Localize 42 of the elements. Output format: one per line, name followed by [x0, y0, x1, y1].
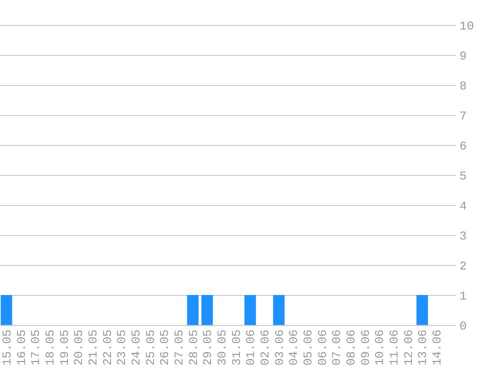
- x-tick-label: 01.06: [244, 330, 258, 366]
- y-tick-label: 10: [460, 20, 474, 34]
- x-tick-label: 06.06: [316, 330, 330, 366]
- x-tick-label: 13.06: [416, 330, 430, 366]
- x-tick-label: 09.06: [358, 330, 373, 366]
- x-tick-label: 25.05: [144, 330, 158, 366]
- x-tick-label: 26.05: [158, 330, 172, 366]
- x-tick-label: 03.06: [272, 330, 287, 366]
- x-tick-label: 12.06: [402, 330, 416, 366]
- x-tick-label: 05.06: [302, 330, 316, 366]
- x-tick-label: 29.05: [201, 330, 216, 366]
- y-tick-label: 2: [460, 260, 467, 274]
- x-tick-label: 08.06: [344, 330, 359, 366]
- y-tick-label: 6: [460, 140, 467, 154]
- y-tick-label: 3: [460, 230, 467, 244]
- x-tick-label: 17.05: [29, 330, 44, 366]
- y-tick-label: 5: [460, 170, 467, 184]
- x-tick-label: 28.05: [186, 330, 201, 366]
- y-tick-label: 1: [460, 290, 467, 304]
- y-tick-label: 7: [460, 110, 467, 124]
- x-tick-label: 15.05: [0, 330, 14, 366]
- x-tick-label: 20.05: [72, 330, 86, 366]
- x-tick-label: 30.05: [216, 330, 230, 366]
- x-tick-label: 27.05: [172, 330, 186, 366]
- x-tick-label: 02.06: [258, 330, 273, 366]
- x-tick-label: 11.06: [388, 330, 402, 366]
- x-tick-label: 21.05: [86, 330, 100, 366]
- x-tick-label: 16.05: [14, 330, 29, 366]
- x-tick-label: 07.06: [330, 330, 344, 366]
- x-tick-label: 14.06: [430, 330, 445, 366]
- y-tick-label: 8: [460, 80, 467, 94]
- y-tick-label: 0: [460, 320, 467, 334]
- x-tick-label: 24.05: [129, 330, 144, 366]
- x-tick-label: 23.05: [115, 330, 130, 366]
- x-tick-label: 18.05: [43, 330, 58, 366]
- x-tick-label: 31.05: [230, 330, 244, 366]
- y-tick-label: 9: [460, 50, 467, 64]
- x-tick-label: 19.05: [58, 330, 72, 366]
- x-tick-label: 10.06: [373, 330, 388, 366]
- x-tick-label: 22.05: [100, 330, 115, 366]
- x-tick-label: 04.06: [287, 330, 302, 366]
- y-tick-label: 4: [460, 200, 467, 214]
